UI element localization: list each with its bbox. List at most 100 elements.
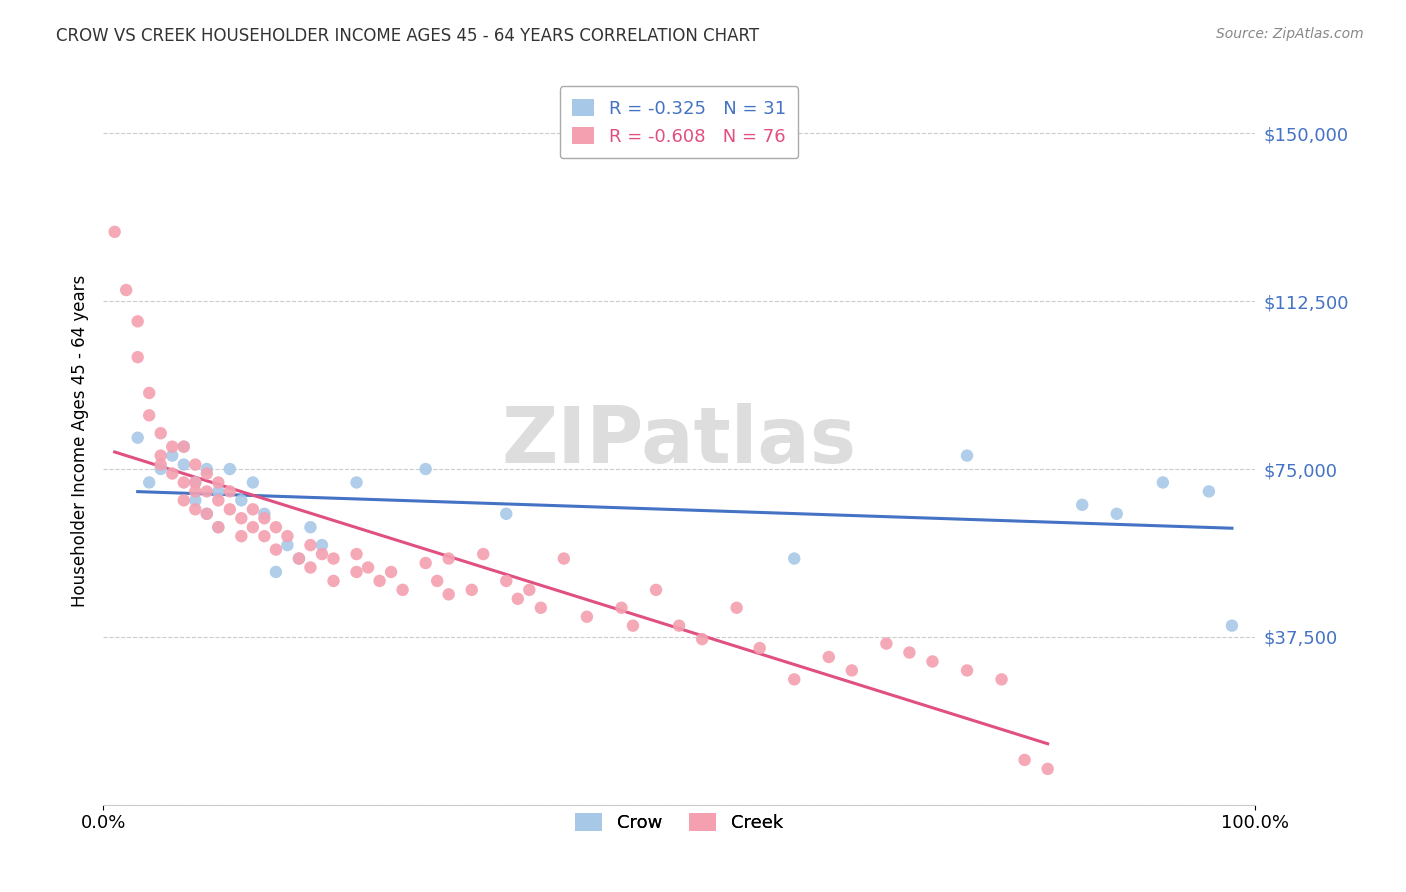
- Point: [311, 538, 333, 552]
- Point: [184, 475, 207, 490]
- Point: [1014, 753, 1036, 767]
- Point: [645, 582, 668, 597]
- Text: Source: ZipAtlas.com: Source: ZipAtlas.com: [1216, 27, 1364, 41]
- Point: [426, 574, 449, 588]
- Point: [195, 467, 218, 481]
- Point: [472, 547, 495, 561]
- Point: [242, 475, 264, 490]
- Point: [1220, 618, 1243, 632]
- Point: [127, 431, 149, 445]
- Point: [184, 475, 207, 490]
- Point: [173, 440, 195, 454]
- Point: [299, 560, 322, 574]
- Point: [231, 529, 253, 543]
- Point: [322, 574, 344, 588]
- Point: [242, 502, 264, 516]
- Point: [668, 618, 690, 632]
- Point: [841, 664, 863, 678]
- Point: [956, 449, 979, 463]
- Point: [288, 551, 311, 566]
- Point: [173, 493, 195, 508]
- Point: [875, 636, 897, 650]
- Point: [495, 574, 517, 588]
- Point: [253, 507, 276, 521]
- Point: [195, 484, 218, 499]
- Point: [138, 475, 160, 490]
- Point: [162, 449, 184, 463]
- Point: [264, 520, 287, 534]
- Point: [184, 458, 207, 472]
- Point: [207, 475, 229, 490]
- Point: [138, 386, 160, 401]
- Point: [415, 462, 437, 476]
- Point: [380, 565, 402, 579]
- Point: [207, 493, 229, 508]
- Point: [898, 646, 921, 660]
- Point: [415, 556, 437, 570]
- Point: [195, 507, 218, 521]
- Point: [817, 650, 839, 665]
- Point: [127, 350, 149, 364]
- Point: [437, 551, 460, 566]
- Point: [311, 547, 333, 561]
- Point: [115, 283, 138, 297]
- Point: [231, 511, 253, 525]
- Point: [530, 600, 553, 615]
- Point: [517, 582, 540, 597]
- Point: [437, 587, 460, 601]
- Point: [783, 673, 806, 687]
- Point: [207, 484, 229, 499]
- Point: [127, 314, 149, 328]
- Point: [990, 673, 1012, 687]
- Point: [346, 475, 368, 490]
- Point: [218, 502, 240, 516]
- Point: [173, 475, 195, 490]
- Text: CROW VS CREEK HOUSEHOLDER INCOME AGES 45 - 64 YEARS CORRELATION CHART: CROW VS CREEK HOUSEHOLDER INCOME AGES 45…: [56, 27, 759, 45]
- Point: [921, 655, 943, 669]
- Point: [690, 632, 713, 646]
- Point: [184, 502, 207, 516]
- Point: [195, 507, 218, 521]
- Point: [276, 529, 298, 543]
- Point: [368, 574, 391, 588]
- Point: [149, 426, 172, 441]
- Point: [748, 641, 770, 656]
- Point: [610, 600, 633, 615]
- Point: [346, 547, 368, 561]
- Point: [253, 529, 276, 543]
- Point: [276, 538, 298, 552]
- Point: [184, 493, 207, 508]
- Point: [173, 440, 195, 454]
- Point: [1105, 507, 1128, 521]
- Point: [218, 484, 240, 499]
- Point: [783, 551, 806, 566]
- Point: [506, 591, 529, 606]
- Point: [104, 225, 127, 239]
- Point: [184, 484, 207, 499]
- Point: [218, 462, 240, 476]
- Text: ZIPatlas: ZIPatlas: [502, 403, 856, 479]
- Point: [391, 582, 413, 597]
- Point: [621, 618, 644, 632]
- Point: [1152, 475, 1174, 490]
- Point: [149, 462, 172, 476]
- Point: [207, 520, 229, 534]
- Point: [149, 458, 172, 472]
- Point: [207, 520, 229, 534]
- Point: [264, 565, 287, 579]
- Point: [299, 520, 322, 534]
- Point: [288, 551, 311, 566]
- Point: [299, 538, 322, 552]
- Point: [173, 458, 195, 472]
- Point: [162, 467, 184, 481]
- Point: [242, 520, 264, 534]
- Point: [1198, 484, 1220, 499]
- Point: [195, 462, 218, 476]
- Point: [575, 609, 598, 624]
- Point: [162, 440, 184, 454]
- Point: [253, 511, 276, 525]
- Point: [1036, 762, 1059, 776]
- Point: [956, 664, 979, 678]
- Point: [495, 507, 517, 521]
- Point: [725, 600, 748, 615]
